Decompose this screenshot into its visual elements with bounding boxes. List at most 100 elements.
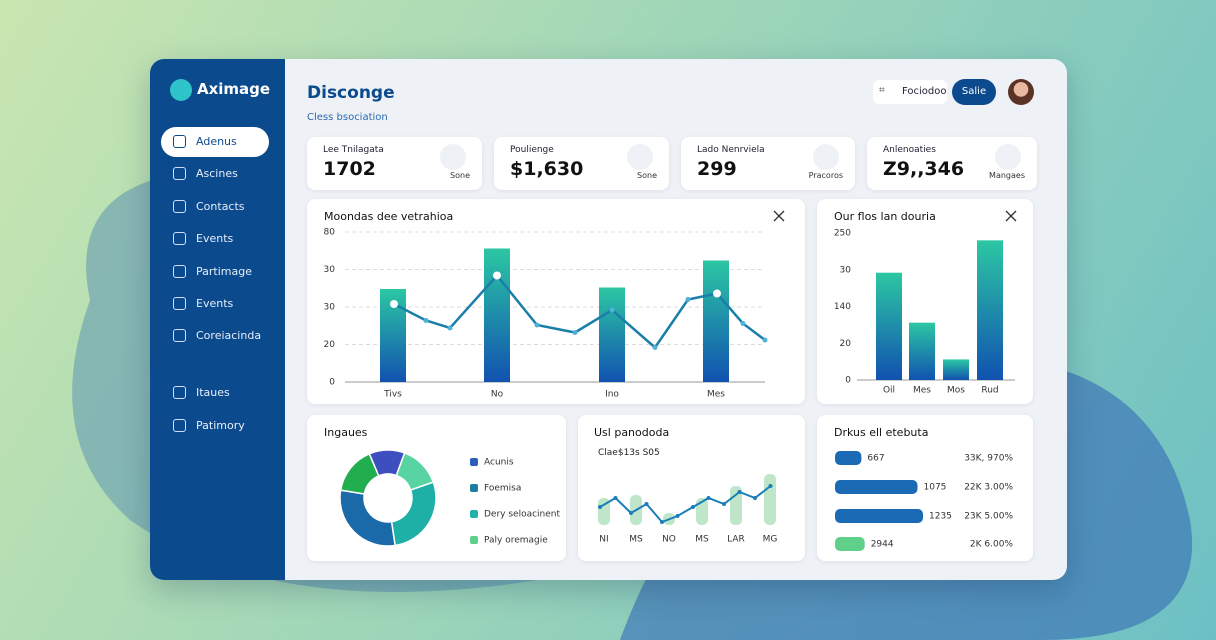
chart-title: Our flos lan douria [834,210,936,223]
line-point [613,496,618,500]
nav-item[interactable]: Events [161,289,269,319]
hbar-label: 667 [867,454,884,464]
x-tick-label: Oil [883,386,895,396]
nav-label: Partimage [196,264,252,278]
kpi-value: 299 [697,158,737,180]
line-point [737,490,742,494]
kpi-caption: Sone [637,171,657,180]
hbar-card: Drkus ell etebuta 667 33K, 970% 1075 22K 3.0… [817,415,1033,561]
content: Lee Tnilagata 1702 Sone Poulienge $1,630 Sone… [150,59,1067,580]
nav-item[interactable]: Coreiacinda [161,321,269,351]
kpi-label: Lee Tnilagata [323,145,384,155]
y-tick-label: 30 [840,265,852,275]
x-tick-label: No [491,390,504,400]
hbar-label: 1235 [929,512,952,522]
line-point [660,520,664,524]
legend-label: Dery seloacinent [484,510,560,520]
line-point [753,496,757,500]
hbar [835,509,923,523]
line-point [609,307,615,313]
donut-slice [390,481,437,547]
hbar [835,451,862,465]
nav-label: Events [196,297,234,310]
donut-chart: Acunis Foemisa Dery seloacinent Paly oremag… [339,449,560,547]
nav-label: Adenus [196,135,237,148]
x-tick-label: Mes [913,386,931,396]
nav-label: Coreiacinda [196,329,262,343]
x-tick-label: LAR [727,535,745,545]
nav-item[interactable]: Contacts [161,192,269,222]
nav-item[interactable]: Ascines [161,159,269,189]
y-tick-label: 80 [324,228,336,238]
nav-icon [173,297,186,310]
legend-swatch [470,536,478,544]
bar [703,260,729,382]
legend-swatch [470,458,478,466]
y-tick-label: 0 [329,378,335,388]
line-point [762,337,768,343]
nav-icon [173,386,186,399]
nav-item[interactable]: Events [161,224,269,254]
y-tick-label: 20 [324,340,336,350]
donut-slice [339,489,396,547]
x-tick-label: NI [599,535,608,545]
line-point [713,289,721,298]
search-box[interactable]: ⌗ Fociodoo [873,80,947,104]
line-point [675,514,680,518]
nav-label: Events [196,232,234,246]
line-point [706,496,711,500]
kpi-caption: Mangaes [989,171,1025,180]
bar [696,498,708,525]
line-point [598,505,602,509]
legend-swatch [470,484,478,492]
bar [943,359,969,380]
bar [599,287,625,382]
nav-item[interactable]: Adenus [161,127,269,157]
x-tick-label: MS [695,535,709,545]
hbar [835,537,865,551]
close-icon [1005,210,1017,222]
bar [909,322,935,380]
line-point [691,505,695,509]
page-title: Disconge [307,83,395,103]
y-tick-label: 20 [840,339,852,349]
line-point [390,300,398,308]
bar [484,248,510,382]
line-point [652,345,658,350]
search-text: Fociodoo [902,86,947,97]
kpi-card: Anlenoaties Z9,,346 Mangaes [867,137,1037,190]
app-window: Aximage Adenus Ascines Contacts Events Parti… [150,59,1067,580]
brand-logo [170,79,192,101]
line-point [534,322,540,328]
header-button[interactable]: Salie [952,79,996,105]
y-tick-label: 0 [845,376,851,386]
nav-label: Patimory [196,419,245,432]
x-tick-label: MG [763,535,778,545]
y-tick-label: 30 [324,265,336,275]
kpi-icon [627,144,653,170]
nav-label: Itaues [196,386,230,399]
kpi-icon [440,144,466,170]
chart-title: Moondas dee vetrahioa [324,210,454,223]
nav-icon [173,135,186,148]
mini-chart-card: Usl panododa Clae$13s S05 NI MS NO MS LAR MG [578,415,805,561]
y-tick-label: 140 [834,302,851,312]
nav-item[interactable]: Itaues [161,378,269,408]
y-tick-label: 250 [834,229,851,239]
kpi-icon [813,144,839,170]
chart-title: Ingaues [324,426,368,439]
hbar-chart: 667 33K, 970% 1075 22K 3.00% 1235 23K 5.00% 29… [835,451,1014,551]
nav-icon [173,419,186,432]
search-icon: ⌗ [879,85,885,96]
nav-icon [173,329,186,343]
bar-chart-card: Our flos lan douria 0 20 140 30 250 Oil Mes Mos R… [817,199,1033,404]
nav-item[interactable]: Patimory [161,411,269,441]
close-icon [773,210,785,222]
combo-chart: 0 20 30 30 80 Tivs No Ino Mes [324,210,785,400]
hbar-right-label: 2K 6.00% [970,540,1014,550]
kpi-card: Poulienge $1,630 Sone [494,137,669,190]
line-point [493,271,501,280]
nav-item[interactable]: Partimage [161,257,269,287]
nav-label: Contacts [196,199,245,213]
avatar[interactable] [1008,79,1034,105]
